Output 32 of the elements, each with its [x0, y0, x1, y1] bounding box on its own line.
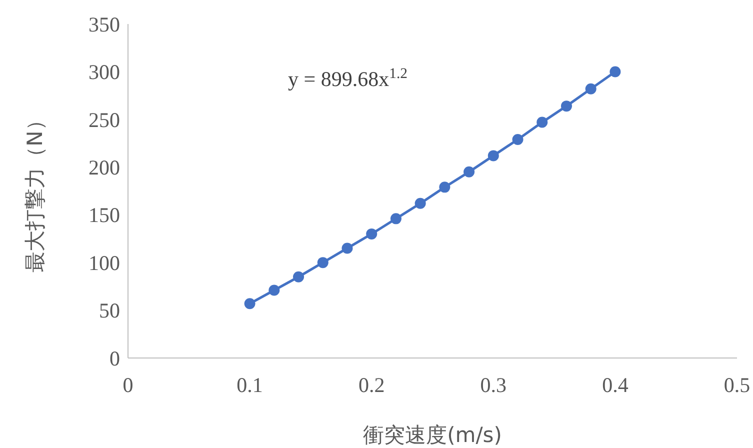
x-tick-label: 0.5 [724, 373, 750, 397]
y-axis-title: 最大打撃力（N） [23, 110, 47, 272]
y-tick-label: 50 [99, 298, 120, 323]
y-tick-label: 0 [110, 346, 120, 370]
point [390, 213, 402, 224]
point [268, 284, 280, 296]
annotation: y = 899.68x$^{1.2}$ [288, 66, 408, 91]
x-tick-label: 0.1 [236, 373, 263, 397]
point [439, 182, 450, 193]
point [342, 242, 353, 254]
point [512, 134, 524, 145]
y-tick-label: 300 [88, 60, 120, 84]
point [536, 116, 548, 128]
y-tick-label: 250 [88, 108, 120, 132]
point [366, 228, 378, 240]
point [464, 166, 475, 178]
point [488, 150, 499, 162]
x-axis-title: 衝突速度(m/s) [363, 423, 502, 447]
y-tick-label: 100 [88, 250, 120, 275]
y-tick-label: 200 [88, 155, 120, 180]
x-tick-label: 0.4 [602, 373, 629, 397]
y-tick-label: 350 [88, 12, 120, 36]
point [414, 198, 426, 209]
point [244, 298, 256, 310]
point [317, 257, 328, 268]
y-tick-label: 150 [88, 203, 120, 228]
point [610, 66, 621, 78]
point [560, 100, 572, 112]
point [585, 83, 596, 94]
x-tick-label: 0.3 [480, 373, 507, 397]
point [293, 271, 304, 282]
x-tick-label: 0.2 [358, 373, 385, 397]
